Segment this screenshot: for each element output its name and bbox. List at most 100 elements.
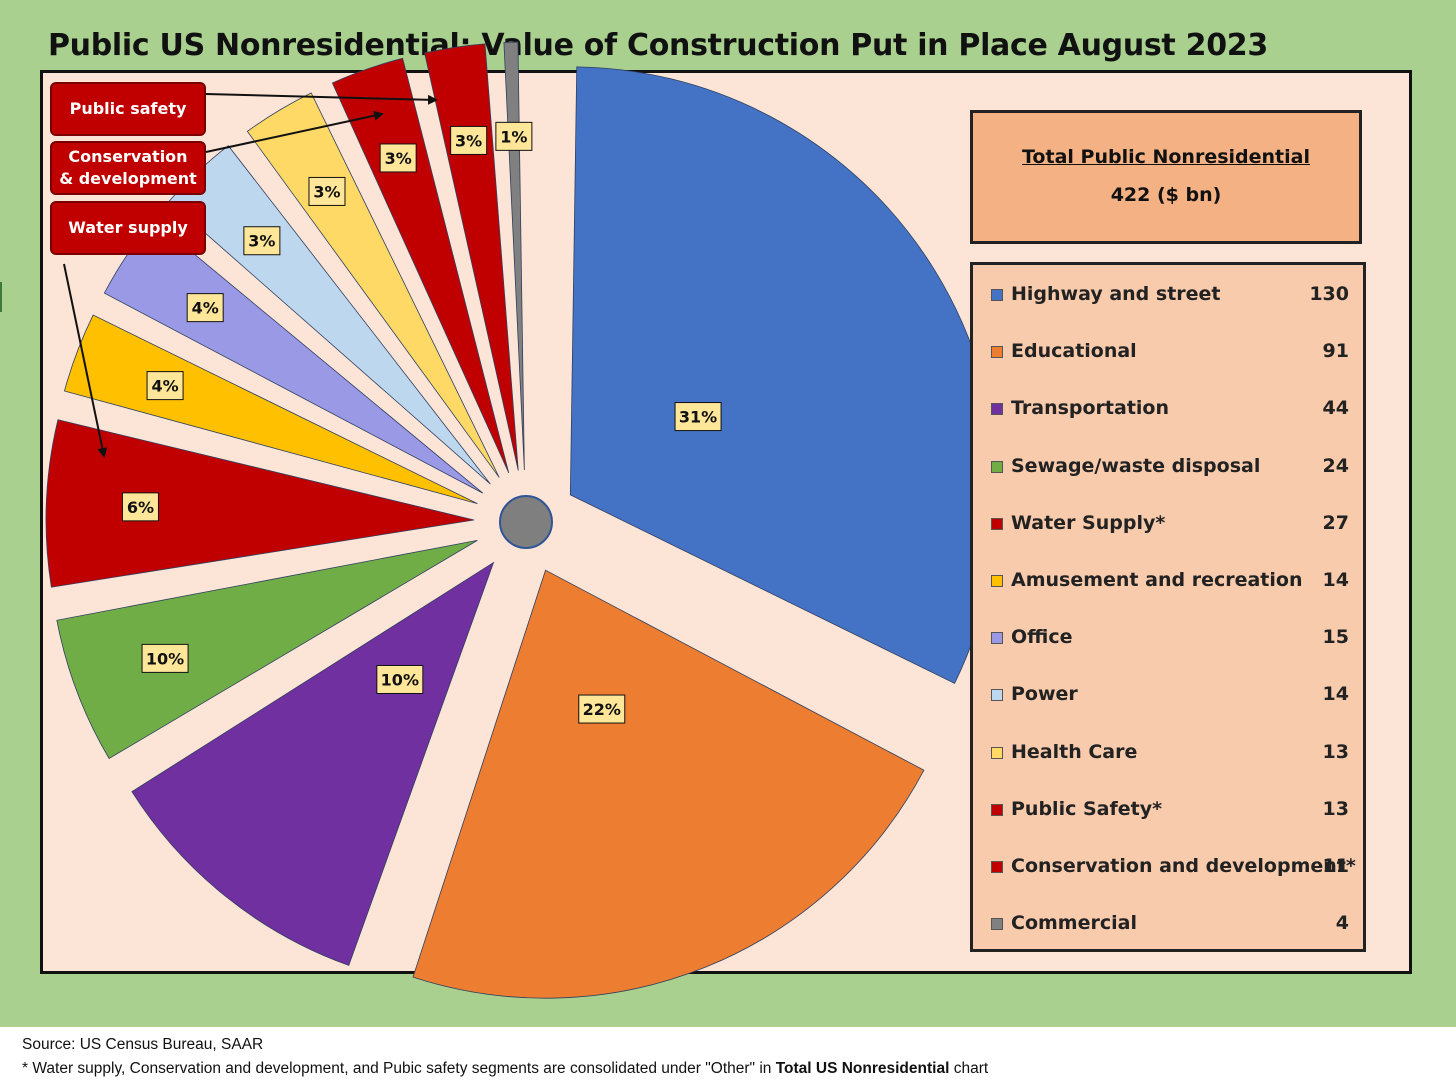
data-label-office: 4% [186, 293, 224, 323]
legend-swatch [991, 689, 1003, 702]
legend-value: 4 [1335, 912, 1349, 935]
legend-value: 11 [1322, 855, 1349, 877]
legend-swatch [991, 861, 1003, 873]
legend-swatch [991, 803, 1003, 816]
data-label-power: 3% [243, 226, 281, 256]
legend-item-amusement-and-recreation: Amusement and recreation 14 [989, 567, 1353, 593]
data-label-educational: 22% [578, 694, 626, 724]
pie-slice-conservation-and-development [424, 43, 519, 471]
chart-title: Public US Nonresidential: Value of Const… [48, 28, 1268, 63]
legend-value: 91 [1322, 340, 1349, 363]
data-label-amusement-and-recreation: 4% [146, 371, 184, 401]
legend-value: 13 [1322, 740, 1349, 763]
arrow-conservation [205, 110, 384, 153]
legend-swatch [991, 346, 1003, 359]
legend-label: Transportation [1011, 397, 1170, 420]
data-label-text: 3% [248, 232, 275, 251]
data-label-commercial: 1% [495, 121, 533, 151]
legend-item-highway-and-street: Highway and street 130 [989, 281, 1353, 307]
data-label-water-supply: 6% [121, 492, 159, 522]
data-label-text: 3% [385, 149, 412, 168]
data-label-text: 10% [146, 649, 184, 668]
legend-label: Sewage/waste disposal [1011, 454, 1261, 477]
legend-swatch [991, 632, 1003, 645]
legend-label: Highway and street [1011, 283, 1221, 305]
legend-value: 14 [1322, 683, 1349, 706]
data-label-text: 4% [151, 377, 178, 396]
data-label-text: 10% [381, 670, 419, 689]
legend-item-sewage-waste-disposal: Sewage/waste disposal 24 [989, 453, 1353, 479]
data-label-text: 31% [679, 408, 717, 427]
callout-conservation-development: Conservation & development [50, 141, 206, 195]
legend-label: Water Supply* [1011, 511, 1166, 534]
legend-item-water-supply: Water Supply* 27 [989, 510, 1353, 536]
data-label-text: 6% [127, 498, 154, 517]
legend-item-conservation-and-development: Conservation and development* 11 [989, 853, 1356, 879]
data-label-highway-and-street: 31% [674, 402, 722, 432]
legend-item-power: Power 14 [989, 681, 1353, 707]
footnote: * Water supply, Conservation and develop… [22, 1060, 988, 1078]
legend-value: 44 [1322, 397, 1349, 420]
legend-value: 27 [1322, 511, 1349, 534]
pie-slice-transportation [131, 561, 495, 966]
pie-slice-water-supply [45, 419, 475, 588]
data-label-conservation-and-development: 3% [450, 125, 488, 155]
data-label-text: 1% [500, 127, 527, 146]
data-label-text: 3% [455, 131, 482, 150]
total-box-title: Total Public Nonresidential [1022, 146, 1310, 168]
total-box: Total Public Nonresidential 422 ($ bn) [970, 110, 1362, 244]
footnote-bold: Total US Nonresidential [775, 1060, 950, 1077]
arrow-water-supply [63, 263, 108, 458]
legend-label: Amusement and recreation [1011, 569, 1303, 591]
legend-label: Public Safety* [1011, 797, 1163, 820]
legend-swatch [991, 517, 1003, 530]
legend-item-educational: Educational 91 [989, 338, 1353, 364]
data-label-transportation: 10% [376, 664, 424, 694]
legend: Highway and street 130 Educational 91 Transp… [970, 262, 1366, 952]
total-box-value: 422 ($ bn) [1110, 184, 1222, 206]
pie-slice-amusement-and-recreation [63, 314, 478, 505]
legend-value: 24 [1322, 454, 1349, 477]
legend-label: Power [1011, 683, 1078, 706]
legend-label: Educational [1011, 340, 1137, 363]
arrow-public-safety [205, 93, 438, 105]
legend-item-public-safety: Public Safety* 13 [989, 796, 1353, 822]
legend-label: Commercial [1011, 912, 1137, 935]
data-label-sewage-waste-disposal: 10% [141, 643, 189, 673]
pie-slice-sewage-waste-disposal [56, 539, 478, 760]
callout-public-safety: Public safety [50, 82, 206, 136]
legend-swatch [991, 918, 1003, 931]
data-label-text: 4% [192, 299, 219, 318]
pie-slice-highway-and-street [569, 66, 999, 684]
pie-slice-educational [412, 569, 925, 999]
callout-arrows [63, 93, 438, 458]
legend-label: Conservation and development* [1011, 855, 1356, 877]
legend-swatch [991, 746, 1003, 759]
pie-slice-public-safety [331, 57, 510, 474]
source-note: Source: US Census Bureau, SAAR [22, 1036, 264, 1053]
legend-swatch [991, 289, 1003, 301]
legend-item-office: Office 15 [989, 624, 1353, 650]
footnote-text: * Water supply, Conservation and develop… [22, 1060, 776, 1077]
legend-label: Office [1011, 626, 1073, 649]
legend-value: 14 [1322, 569, 1349, 591]
callout-water-supply: Water supply [50, 201, 206, 255]
legend-item-commercial: Commercial 4 [989, 910, 1353, 936]
data-label-health-care: 3% [308, 176, 346, 206]
footnote-suffix: chart [949, 1060, 989, 1077]
pie-center-hole [499, 495, 553, 549]
legend-item-health-care: Health Care 13 [989, 739, 1353, 765]
data-label-public-safety: 3% [379, 143, 417, 173]
legend-value: 15 [1322, 626, 1349, 649]
legend-swatch [991, 403, 1003, 416]
legend-swatch [991, 460, 1003, 473]
spreadsheet-cell-marker [0, 282, 6, 312]
legend-label: Health Care [1011, 740, 1138, 763]
data-label-text: 3% [313, 182, 340, 201]
data-label-text: 22% [583, 700, 621, 719]
legend-value: 13 [1322, 797, 1349, 820]
legend-value: 130 [1309, 283, 1349, 305]
legend-item-transportation: Transportation 44 [989, 395, 1353, 421]
legend-swatch [991, 575, 1003, 587]
